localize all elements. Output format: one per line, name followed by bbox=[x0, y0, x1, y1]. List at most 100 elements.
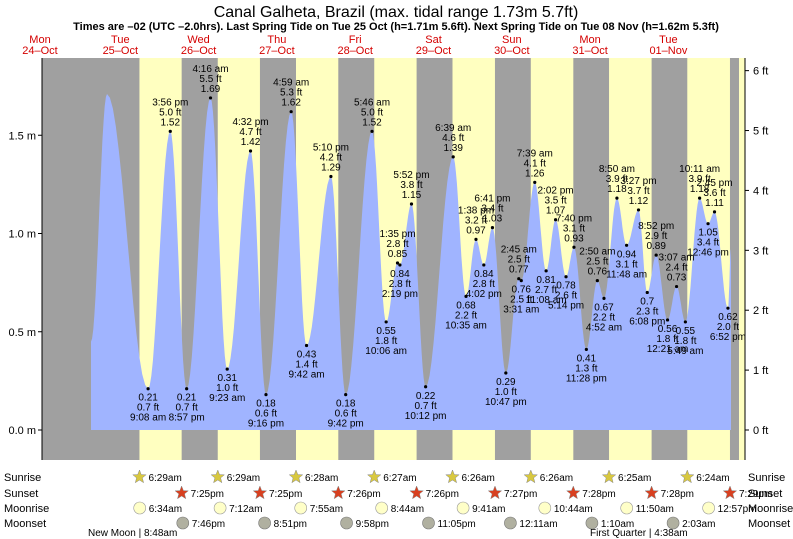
tide-label: 1.03 bbox=[483, 214, 503, 225]
tide-point bbox=[645, 290, 649, 295]
tide-point bbox=[636, 208, 641, 212]
tide-label: 6:52 pm bbox=[710, 332, 746, 343]
row-label-left: Sunrise bbox=[4, 472, 41, 484]
tide-label: 3.9 ft bbox=[688, 174, 710, 185]
tide-label: 0.84 bbox=[390, 269, 410, 280]
sunrise-icon bbox=[523, 469, 539, 484]
left-tick-label: 0.5 m bbox=[8, 327, 36, 339]
tide-label: 6:39 am bbox=[435, 123, 471, 134]
sunset-time: 7:25pm bbox=[269, 489, 302, 500]
tide-label: 12:46 pm bbox=[687, 248, 729, 259]
tide-label: 5:52 pm bbox=[393, 170, 429, 181]
tide-label: 2.6 ft bbox=[555, 291, 577, 302]
day-label: Thu bbox=[267, 34, 286, 46]
tide-label: 11:48 am bbox=[606, 269, 647, 280]
tide-label: 8:57 pm bbox=[169, 413, 205, 424]
right-tick-label: 2 ft bbox=[753, 305, 768, 317]
tide-label: 1.26 bbox=[525, 168, 545, 179]
sunrise-time: 6:28am bbox=[305, 473, 338, 484]
tide-label: 3.8 ft bbox=[400, 180, 422, 191]
sunset-icon bbox=[487, 485, 503, 500]
tide-point bbox=[370, 129, 374, 133]
sunset-icon bbox=[566, 485, 581, 500]
daylight-band bbox=[739, 58, 745, 460]
moonrise-time: 6:34am bbox=[149, 504, 182, 515]
sunrise-icon bbox=[601, 469, 617, 484]
tide-label: 0.7 ft bbox=[137, 403, 159, 414]
tide-point bbox=[304, 343, 309, 348]
tide-point bbox=[602, 296, 606, 300]
date-label: 25–Oct bbox=[103, 45, 138, 57]
tide-label: 2.2 ft bbox=[455, 310, 477, 321]
moonrise-icon bbox=[294, 501, 308, 515]
tide-label: 1.18 bbox=[607, 184, 627, 195]
tide-label: 0.76 bbox=[512, 285, 532, 296]
tide-label: 0.55 bbox=[376, 326, 396, 337]
moonset-time: 8:51pm bbox=[274, 519, 307, 530]
tide-label: 0.93 bbox=[564, 233, 584, 244]
moonrise-icon bbox=[538, 501, 552, 515]
row-label-right: Moonset bbox=[748, 518, 790, 530]
tide-label: 2.2 ft bbox=[593, 312, 615, 323]
tide-label: 4:16 am bbox=[192, 64, 228, 75]
tide-label: 1:35 pm bbox=[379, 229, 415, 240]
tide-label: 2:45 am bbox=[501, 245, 537, 256]
tide-label: 3:07 am bbox=[658, 253, 694, 264]
tide-point bbox=[264, 393, 268, 397]
axes: 0.0 m 0.5 m 1.0 m 1.5 m 0 ft 1 ft 2 ft 3 ft 4 ft… bbox=[8, 58, 768, 460]
date-label: 31–Oct bbox=[572, 45, 607, 57]
tide-point bbox=[674, 284, 679, 289]
tide-label: 4.6 ft bbox=[442, 133, 464, 144]
moonset-time: 2:03am bbox=[682, 519, 715, 530]
sunset-time: 7:25pm bbox=[191, 489, 224, 500]
moonset-time: 7:46pm bbox=[192, 519, 225, 530]
moonrise-time: 12:57pm bbox=[718, 504, 757, 515]
tide-label: 0.6 ft bbox=[255, 409, 277, 420]
tide-label: 6:08 pm bbox=[629, 316, 665, 327]
date-label: 26–Oct bbox=[181, 45, 216, 57]
tide-label: 0.18 bbox=[336, 399, 356, 410]
moonrise-icon bbox=[133, 501, 147, 515]
tide-label: 3.6 ft bbox=[703, 188, 725, 199]
tide-label: 0.18 bbox=[256, 399, 276, 410]
tide-label: 11:28 pm bbox=[566, 373, 607, 384]
day-label: Sun bbox=[502, 34, 522, 46]
tide-label: 0.68 bbox=[456, 300, 476, 311]
sunset-icon bbox=[330, 485, 346, 500]
tide-label: 0.94 bbox=[617, 249, 637, 260]
moonrise-icon bbox=[213, 501, 227, 515]
sunset-time: 7:26pm bbox=[426, 489, 459, 500]
tide-label: 3.1 ft bbox=[615, 259, 637, 270]
tide-point bbox=[519, 279, 523, 283]
moonset-icon bbox=[666, 516, 680, 530]
tide-area bbox=[91, 94, 731, 430]
tide-point bbox=[584, 347, 588, 352]
moonrise-time: 9:41am bbox=[472, 504, 505, 515]
sunset-time: 7:27pm bbox=[504, 489, 537, 500]
tide-point bbox=[208, 96, 213, 100]
sunrise-time: 6:26am bbox=[461, 473, 494, 484]
tide-label: 2.5 ft bbox=[508, 255, 530, 266]
tide-label: 10:06 am bbox=[365, 346, 407, 357]
date-label: 24–Oct bbox=[22, 45, 57, 57]
tide-label: 9:42 am bbox=[288, 370, 324, 381]
tide-label: 5:46 am bbox=[354, 97, 390, 108]
tide-point bbox=[544, 269, 548, 273]
moonrise-time: 11:50am bbox=[636, 504, 674, 515]
tide-point bbox=[726, 306, 730, 310]
tide-label: 10:47 pm bbox=[485, 397, 527, 408]
day-label: Wed bbox=[187, 34, 209, 46]
moonset-time: 11:05pm bbox=[438, 519, 476, 530]
moon-phase-first-quarter: First Quarter | 4:38am bbox=[590, 528, 688, 539]
tide-label: 0.41 bbox=[577, 353, 597, 364]
row-label-right: Sunrise bbox=[748, 472, 785, 484]
right-tick-label: 1 ft bbox=[753, 365, 768, 377]
tide-label: 3:31 am bbox=[503, 305, 539, 316]
tide-label: 0.56 bbox=[658, 324, 678, 335]
tide-label: 5:10 pm bbox=[313, 143, 349, 154]
date-label: 27–Oct bbox=[259, 45, 294, 57]
sunset-time: 7:29pm bbox=[739, 489, 772, 500]
tide-point bbox=[464, 294, 468, 298]
tide-label: 2.9 ft bbox=[645, 231, 667, 242]
sunrise-icon bbox=[679, 469, 695, 484]
